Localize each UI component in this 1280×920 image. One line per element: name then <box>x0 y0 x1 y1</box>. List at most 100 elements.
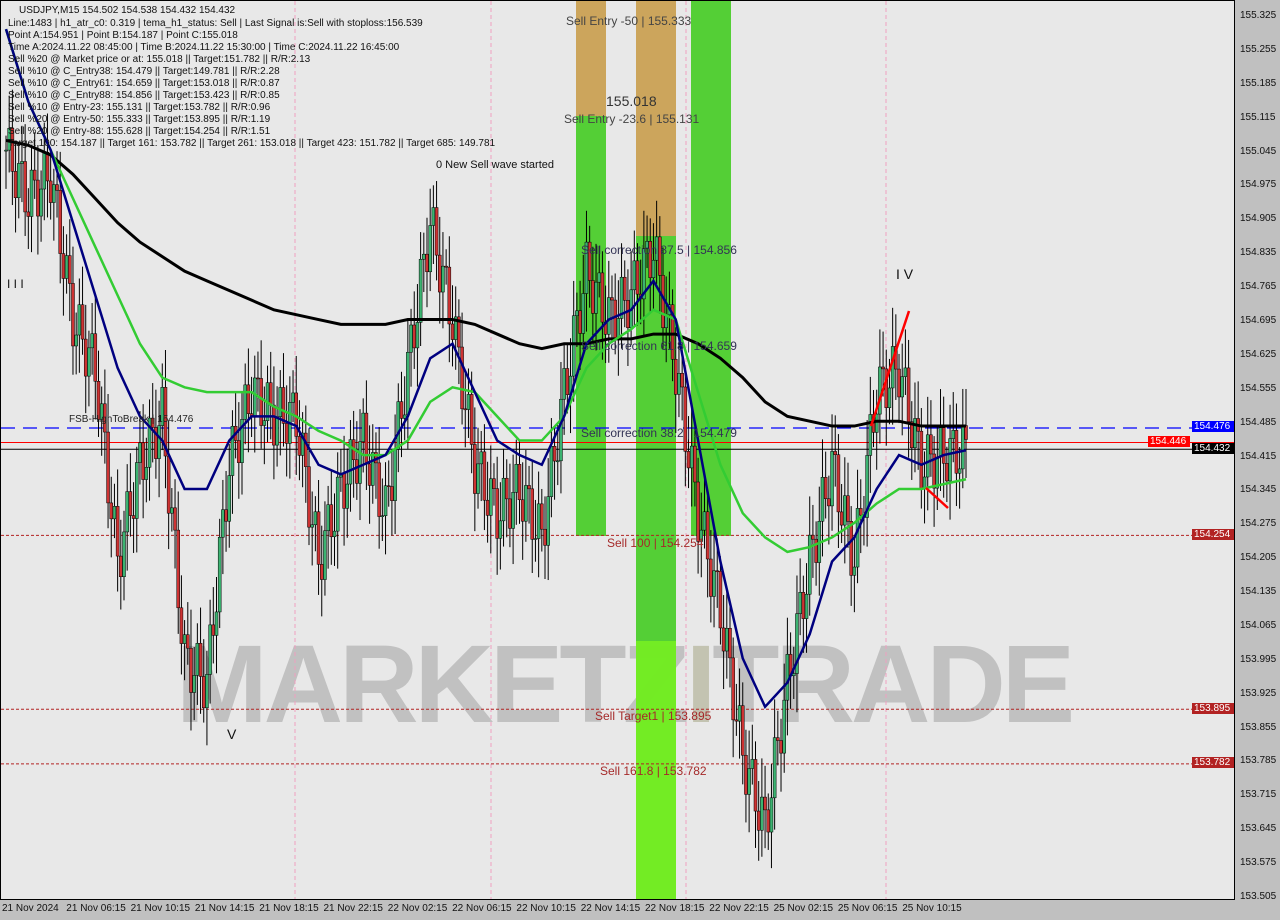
candle-body <box>737 705 742 722</box>
candle-body <box>801 592 806 619</box>
candle-body <box>798 592 802 614</box>
candle-body <box>769 797 774 833</box>
candle-body <box>259 378 263 426</box>
x-tick-label: 25 Nov 06:15 <box>837 903 898 914</box>
candle-body <box>377 462 381 517</box>
candle-body <box>744 754 748 795</box>
label-point-c: 155.018 <box>606 93 657 109</box>
candle-body <box>530 488 534 540</box>
candle-body <box>83 338 88 377</box>
candle-body <box>179 607 184 644</box>
signal-zone <box>636 641 676 899</box>
candle-body <box>581 293 586 334</box>
candle-body <box>556 460 560 463</box>
x-tick-label: 22 Nov 18:15 <box>645 903 705 914</box>
candle-body <box>670 304 675 360</box>
candle-body <box>747 768 751 795</box>
candle-body <box>536 503 541 539</box>
candle-body <box>906 367 911 422</box>
y-tick-label: 153.645 <box>1240 823 1277 835</box>
candle-body <box>71 283 75 347</box>
y-tick-label: 155.045 <box>1240 145 1277 157</box>
candle-body <box>323 530 327 580</box>
candle-body <box>141 442 145 480</box>
candle-body <box>565 368 570 395</box>
candle-body <box>674 358 678 395</box>
candle-body <box>543 528 547 546</box>
candle-body <box>610 297 614 301</box>
y-tick-label: 153.715 <box>1240 789 1277 801</box>
candle-body <box>683 386 688 452</box>
y-tick-label: 154.975 <box>1240 179 1277 191</box>
info-line: Sell %10 @ Entry-23: 155.131 || Target:1… <box>8 102 271 113</box>
candle-body <box>760 796 764 831</box>
candle-body <box>157 425 161 459</box>
candle-body <box>20 161 24 164</box>
candle-body <box>804 593 809 619</box>
candle-body <box>938 427 943 458</box>
candle-body <box>836 454 841 513</box>
candle-body <box>144 467 149 480</box>
label-corr-618: Sell correction 61.8 | 154.659 <box>581 339 737 353</box>
candle-body <box>715 570 719 573</box>
candle-body <box>240 419 244 463</box>
candle-body <box>833 451 837 455</box>
candle-body <box>17 163 21 199</box>
candle-body <box>705 511 710 560</box>
y-tick-label: 153.925 <box>1240 687 1277 699</box>
info-line: Sell %20 @ Entry-50: 155.333 || Target:1… <box>8 114 271 125</box>
candle-body <box>457 316 461 348</box>
candle-body <box>495 488 499 539</box>
candle-body <box>138 442 142 463</box>
candle-body <box>756 810 761 831</box>
signal-zone <box>691 1 731 536</box>
candle-body <box>508 498 512 529</box>
candle-body <box>441 265 445 293</box>
candle-body <box>795 613 799 674</box>
y-tick-label: 154.275 <box>1240 518 1277 530</box>
candle-body <box>275 416 279 446</box>
candle-body <box>195 643 200 676</box>
candle-body <box>109 502 113 520</box>
candle-body <box>622 276 627 301</box>
signal-zone <box>636 1 676 236</box>
candle-body <box>358 441 362 484</box>
candle-body <box>390 486 394 501</box>
candle-body <box>527 485 531 490</box>
candle-body <box>740 705 745 756</box>
candle-body <box>131 515 136 519</box>
candle-body <box>348 439 353 485</box>
candle-body <box>881 366 885 370</box>
candle-body <box>291 392 295 403</box>
candle-body <box>13 171 18 199</box>
candle-body <box>329 504 334 538</box>
candle-body <box>399 401 404 419</box>
candle-body <box>396 401 401 450</box>
candle-body <box>925 434 930 478</box>
chart-plot-area[interactable]: MARKETZITRADE USDJPY,M15 154.502 154.538… <box>0 0 1235 900</box>
candle-body <box>310 524 314 528</box>
label-new-wave: 0 New Sell wave started <box>436 159 554 171</box>
candle-body <box>93 333 98 382</box>
candle-body <box>211 624 216 636</box>
candle-body <box>201 676 206 709</box>
candle-body <box>284 423 289 444</box>
candle-body <box>383 485 388 516</box>
candle-body <box>849 521 853 576</box>
candle-body <box>55 184 59 191</box>
candle-body <box>122 531 126 577</box>
candle-body <box>208 624 212 675</box>
x-tick-label: 21 Nov 2024 <box>2 903 59 914</box>
x-tick-label: 25 Nov 10:15 <box>902 903 962 914</box>
candle-body <box>721 627 726 652</box>
info-line: Point A:154.951 | Point B:154.187 | Poin… <box>8 30 238 41</box>
candle-body <box>874 413 879 433</box>
x-tick-label: 21 Nov 14:15 <box>194 903 255 914</box>
candle-body <box>613 299 617 339</box>
price-axis[interactable]: 155.325 155.255 155.185 155.115 155.045 154.9… <box>1236 0 1280 902</box>
candle-body <box>61 253 66 279</box>
candle-body <box>23 161 27 213</box>
candle-body <box>367 463 372 486</box>
y-tick-label: 153.575 <box>1240 857 1277 869</box>
info-line: Sell %10 @ C_Entry88: 154.856 || Target:… <box>8 90 280 101</box>
